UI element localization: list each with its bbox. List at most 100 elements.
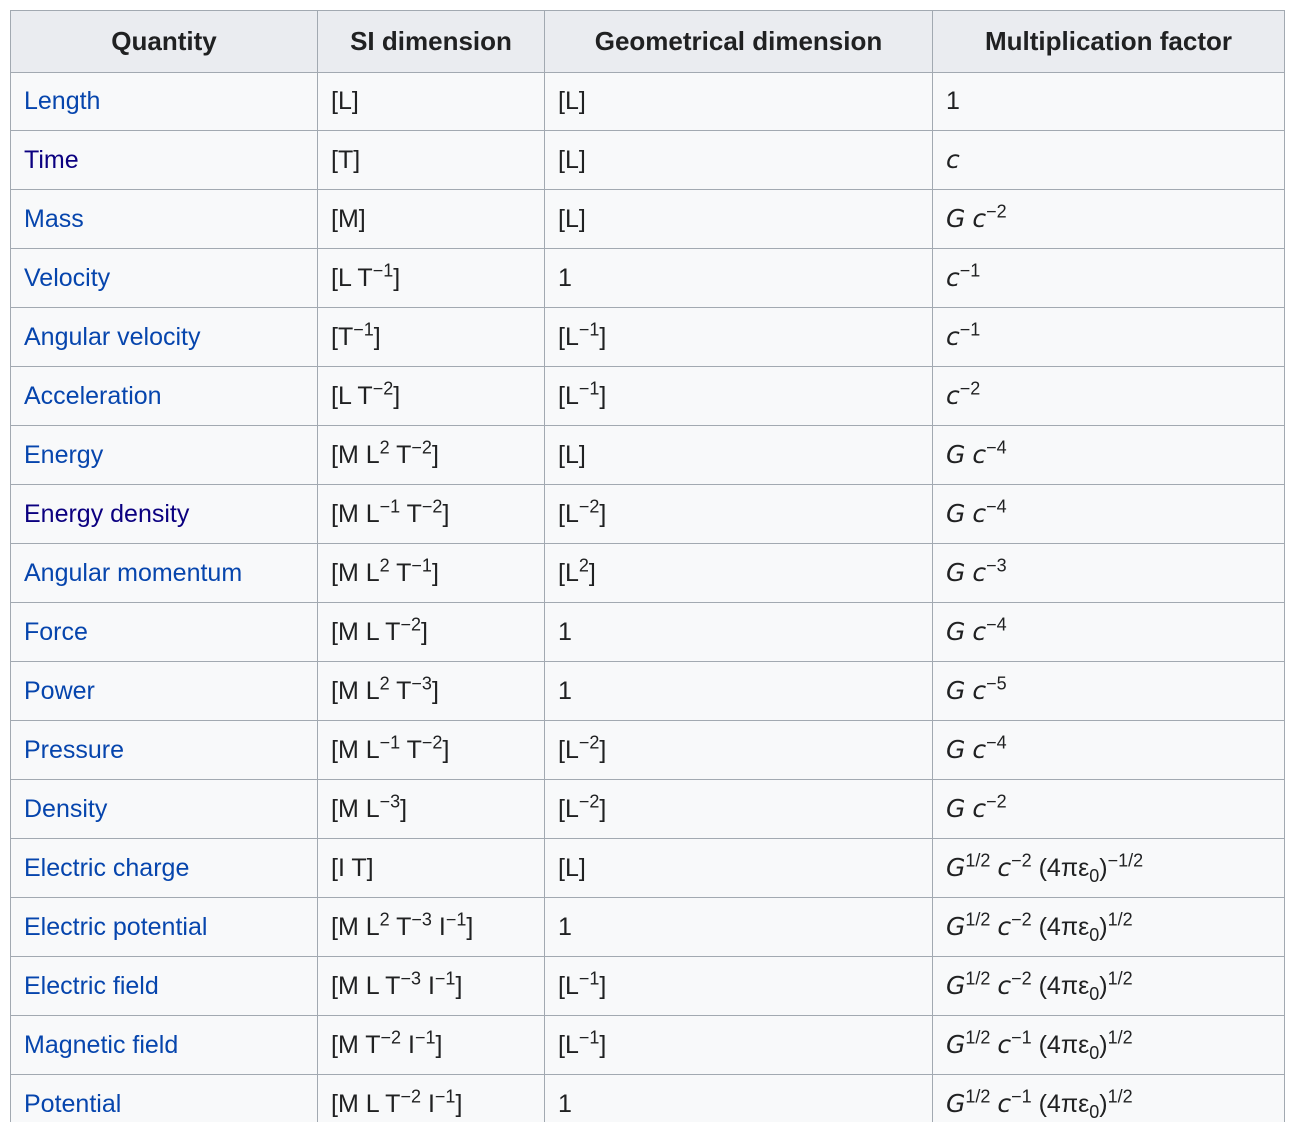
quantity-link[interactable]: Magnetic field: [24, 1030, 179, 1059]
multiplication-factor-cell: 1: [932, 72, 1285, 131]
geometrical-dimension-cell: 1: [544, 897, 933, 957]
table-row: Electric field [M L T−3 I−1] [L−1] G1/2 c−2…: [10, 956, 1285, 1016]
table-row: Pressure [M L−1 T−2] [L−2] G c−4: [10, 720, 1285, 780]
table-row: Mass [M] [L] G c−2: [10, 189, 1285, 249]
si-dimension-cell: [M L T−3 I−1]: [317, 956, 545, 1016]
table-row: Electric potential [M L2 T−3 I−1] 1 G1/2 c−…: [10, 897, 1285, 957]
quantity-link[interactable]: Pressure: [24, 735, 125, 764]
table-header: Quantity SI dimension Geometrical dimens…: [10, 10, 1285, 73]
geometrical-dimension-cell: [L−2]: [544, 720, 933, 780]
quantity-link[interactable]: Velocity: [24, 263, 111, 292]
quantity-link[interactable]: Power: [24, 676, 95, 705]
multiplication-factor-cell: G c−4: [932, 484, 1285, 544]
multiplication-factor-cell: G c−2: [932, 779, 1285, 839]
geometrical-dimension-cell: [L]: [544, 425, 933, 485]
geometrical-dimension-cell: [L−1]: [544, 956, 933, 1016]
geometrized-units-table: Quantity SI dimension Geometrical dimens…: [10, 10, 1285, 1122]
quantity-cell: Angular momentum: [10, 543, 318, 603]
multiplication-factor-cell: G c−2: [932, 189, 1285, 249]
geometrical-dimension-cell: [L]: [544, 838, 933, 898]
si-dimension-cell: [I T]: [317, 838, 545, 898]
quantity-cell: Angular velocity: [10, 307, 318, 367]
si-dimension-cell: [M L2 T−3]: [317, 661, 545, 721]
quantity-link[interactable]: Length: [24, 87, 101, 115]
table-row: Angular momentum [M L2 T−1] [L2] G c−3: [10, 543, 1285, 603]
multiplication-factor-cell: G1/2 c−2 (4πε0)−1/2: [932, 838, 1285, 898]
column-header-multiplication-factor: Multiplication factor: [932, 10, 1285, 73]
quantity-link[interactable]: Potential: [24, 1089, 122, 1118]
table-row: Velocity [L T−1] 1 c−1: [10, 248, 1285, 308]
quantity-cell: Potential: [10, 1074, 318, 1122]
quantity-cell: Mass: [10, 189, 318, 249]
geometrical-dimension-cell: [L−2]: [544, 779, 933, 839]
geometrical-dimension-cell: [L−1]: [544, 307, 933, 367]
si-dimension-cell: [M L−1 T−2]: [317, 720, 545, 780]
geometrical-dimension-cell: [L]: [544, 189, 933, 249]
quantity-link[interactable]: Electric potential: [24, 912, 208, 941]
quantity-link[interactable]: Angular momentum: [24, 558, 243, 587]
quantity-link[interactable]: Electric field: [24, 971, 159, 1000]
multiplication-factor-cell: G1/2 c−1 (4πε0)1/2: [932, 1074, 1285, 1122]
multiplication-factor-cell: c−2: [932, 366, 1285, 426]
quantity-cell: Electric charge: [10, 838, 318, 898]
geometrical-dimension-cell: [L]: [544, 72, 933, 131]
quantity-link[interactable]: Force: [24, 617, 88, 646]
si-dimension-cell: [M L T−2]: [317, 602, 545, 662]
multiplication-factor-cell: G c−3: [932, 543, 1285, 603]
geometrical-dimension-cell: [L2]: [544, 543, 933, 603]
table-row: Energy density [M L−1 T−2] [L−2] G c−4: [10, 484, 1285, 544]
multiplication-factor-cell: G c−4: [932, 720, 1285, 780]
geometrical-dimension-cell: [L−2]: [544, 484, 933, 544]
quantity-link[interactable]: Energy: [24, 440, 104, 469]
si-dimension-cell: [M L2 T−3 I−1]: [317, 897, 545, 957]
table-row: Density [M L−3] [L−2] G c−2: [10, 779, 1285, 839]
quantity-link[interactable]: Density: [24, 794, 108, 823]
multiplication-factor-cell: c−1: [932, 307, 1285, 367]
quantity-link[interactable]: Energy density: [24, 499, 190, 528]
quantity-cell: Electric field: [10, 956, 318, 1016]
column-header-geometrical-dimension: Geometrical dimension: [544, 10, 933, 73]
si-dimension-cell: [L T−2]: [317, 366, 545, 426]
multiplication-factor-cell: G1/2 c−2 (4πε0)1/2: [932, 897, 1285, 957]
geometrical-dimension-cell: 1: [544, 1074, 933, 1122]
si-dimension-cell: [T−1]: [317, 307, 545, 367]
si-dimension-cell: [M]: [317, 189, 545, 249]
header-row: Quantity SI dimension Geometrical dimens…: [10, 10, 1285, 73]
multiplication-factor-cell: G1/2 c−1 (4πε0)1/2: [932, 1015, 1285, 1075]
quantity-link[interactable]: Time: [24, 145, 79, 174]
multiplication-factor-cell: c: [932, 130, 1285, 190]
geometrical-dimension-cell: 1: [544, 602, 933, 662]
quantity-link[interactable]: Acceleration: [24, 381, 162, 410]
geometrical-dimension-cell: 1: [544, 661, 933, 721]
quantity-cell: Density: [10, 779, 318, 839]
quantity-link[interactable]: Mass: [24, 204, 84, 233]
table-body: Length [L] [L] 1 Time [T] [L] c Mass [M] [L] G c−2 V…: [10, 72, 1285, 1122]
table-row: Energy [M L2 T−2] [L] G c−4: [10, 425, 1285, 485]
multiplication-factor-cell: G c−5: [932, 661, 1285, 721]
table-row: Magnetic field [M T−2 I−1] [L−1] G1/2 c−1 (…: [10, 1015, 1285, 1075]
table-row: Power [M L2 T−3] 1 G c−5: [10, 661, 1285, 721]
si-dimension-cell: [T]: [317, 130, 545, 190]
si-dimension-cell: [M L−3]: [317, 779, 545, 839]
multiplication-factor-cell: G c−4: [932, 425, 1285, 485]
quantity-cell: Length: [10, 72, 318, 131]
quantity-cell: Electric potential: [10, 897, 318, 957]
column-header-quantity: Quantity: [10, 10, 318, 73]
multiplication-factor-cell: G c−4: [932, 602, 1285, 662]
table-row: Length [L] [L] 1: [10, 72, 1285, 131]
table-row: Acceleration [L T−2] [L−1] c−2: [10, 366, 1285, 426]
quantity-link[interactable]: Angular velocity: [24, 322, 201, 351]
quantity-cell: Velocity: [10, 248, 318, 308]
table-row: Angular velocity [T−1] [L−1] c−1: [10, 307, 1285, 367]
geometrical-dimension-cell: 1: [544, 248, 933, 308]
quantity-cell: Acceleration: [10, 366, 318, 426]
si-dimension-cell: [M L2 T−2]: [317, 425, 545, 485]
quantity-cell: Energy density: [10, 484, 318, 544]
quantity-link[interactable]: Electric charge: [24, 853, 190, 882]
geometrical-dimension-cell: [L−1]: [544, 366, 933, 426]
si-dimension-cell: [M L T−2 I−1]: [317, 1074, 545, 1122]
si-dimension-cell: [L T−1]: [317, 248, 545, 308]
quantity-cell: Force: [10, 602, 318, 662]
si-dimension-cell: [M L2 T−1]: [317, 543, 545, 603]
table-row: Potential [M L T−2 I−1] 1 G1/2 c−1 (4πε0)1/…: [10, 1074, 1285, 1122]
